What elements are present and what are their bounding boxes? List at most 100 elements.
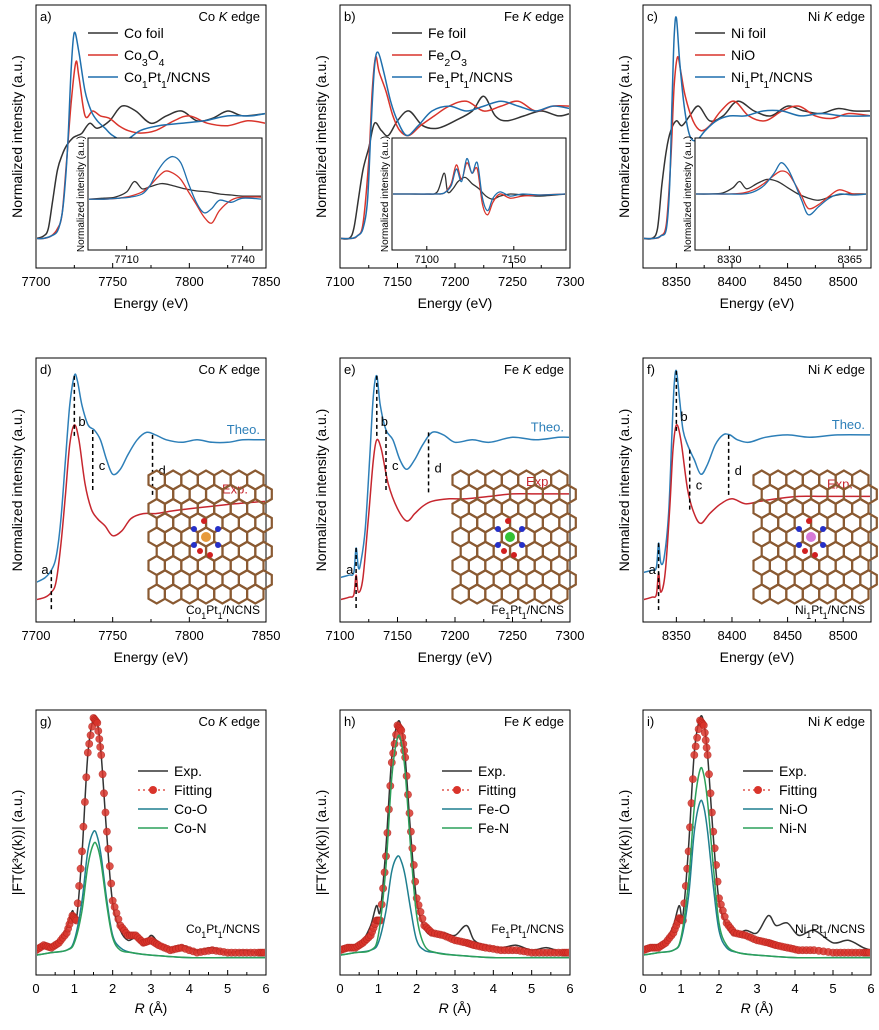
- subscript: 1: [201, 611, 206, 621]
- series-line-theo: [341, 374, 569, 579]
- edge-k: K: [219, 714, 229, 729]
- panel-d: 7700 7750 7800 7850 d) Co K edge Energy (eV) No…: [9, 357, 280, 665]
- x-tick-label: 0: [32, 981, 39, 996]
- x-axis-title: R (Å): [439, 1000, 472, 1016]
- panel-letter: b): [344, 9, 356, 24]
- x-tick-label: 7150: [383, 628, 412, 643]
- sample-label: Fe1Pt1/NCNS: [491, 922, 564, 940]
- x-tick-label: 7200: [441, 274, 470, 289]
- x-tick-label: 1: [71, 981, 78, 996]
- text-part: Ni: [731, 69, 744, 85]
- inset: 7710 7740 Normalized intensity (a.u.): [76, 136, 263, 266]
- series-line-blue: [37, 31, 265, 240]
- subscript: 1: [142, 79, 148, 91]
- theo-label: Theo.: [531, 419, 564, 434]
- axis-unit: (Å): [145, 1000, 168, 1016]
- fit-point: [699, 721, 708, 730]
- legend-entry: Co-O: [138, 801, 208, 817]
- plot-area: [644, 16, 870, 240]
- fit-point: [86, 731, 95, 740]
- inset-x-tick-label: 7740: [230, 254, 254, 266]
- inset-x-tick-label: 7710: [114, 254, 138, 266]
- legend-entry: Co-N: [138, 820, 207, 836]
- x-tick-label: 7250: [498, 628, 527, 643]
- legend-label: Exp.: [779, 763, 807, 779]
- subscript: 3: [461, 57, 467, 69]
- subscript: 1: [505, 611, 510, 621]
- text-part: Exp.: [478, 763, 506, 779]
- edge-label: Fe K edge: [504, 714, 564, 729]
- lattice-ring: [451, 583, 470, 605]
- panel-letter: c): [647, 9, 658, 24]
- metal-atom: [505, 532, 515, 542]
- fit-point: [689, 775, 697, 783]
- theo-label: Theo.: [227, 422, 260, 437]
- inset-x-tick-label: 7150: [502, 254, 526, 266]
- lattice-ring: [785, 583, 804, 605]
- legend-entry: Fitting: [442, 782, 516, 798]
- subscript: 1: [522, 930, 527, 940]
- oxygen-atom: [197, 548, 203, 554]
- lattice-ring: [549, 583, 569, 605]
- legend-entry: Exp.: [743, 763, 807, 779]
- edge-element: Ni: [808, 714, 824, 729]
- theo-label: Theo.: [832, 417, 865, 432]
- fit-point: [82, 773, 91, 782]
- text-part: /NCNS: [167, 69, 211, 85]
- lattice-ring: [752, 583, 772, 605]
- peak-label-c: c: [99, 458, 106, 473]
- text-part: Exp.: [174, 763, 202, 779]
- fit-point: [107, 879, 116, 888]
- legend-label: Fe2O3: [428, 47, 467, 69]
- x-tick-label: 7100: [326, 628, 355, 643]
- x-tick-label: 8350: [662, 628, 691, 643]
- x-tick-label: 2: [109, 981, 116, 996]
- edge-k: K: [824, 362, 834, 377]
- fit-point: [703, 751, 712, 759]
- text-part: Co-N: [174, 820, 207, 836]
- edge-k: K: [824, 714, 834, 729]
- metal-atom: [201, 532, 211, 542]
- panel-i: 0 1 2 3 4 5 6 i) Ni K edge R (Å) |FT(k³χ(k))| (a.u…: [616, 709, 875, 1016]
- plot-area: [37, 714, 265, 959]
- text-part: Ni foil: [731, 25, 766, 41]
- fit-point: [406, 827, 415, 836]
- inset-series-line: [393, 157, 565, 212]
- x-axis-title: R (Å): [741, 1000, 774, 1016]
- y-axis-title: Normalized intensity (a.u.): [616, 55, 632, 218]
- text-part: /NCNS: [527, 603, 564, 617]
- panel-h: 0 1 2 3 4 5 6 h) Fe K edge R (Å) |FT(k³χ(k))| (a.u…: [313, 709, 574, 1016]
- fit-point: [79, 822, 88, 831]
- x-tick-label: 1: [677, 981, 684, 996]
- text-part: Exp.: [779, 763, 807, 779]
- peak-label-d: d: [735, 463, 742, 478]
- edge-k: K: [523, 362, 533, 377]
- series-line-blue: [341, 51, 569, 240]
- lattice-ring: [484, 583, 503, 605]
- oxygen-atom: [812, 552, 818, 558]
- text-part: Co: [186, 603, 202, 617]
- lattice-ring: [850, 583, 870, 605]
- y-axis-title: |FT(k³χ(k))| (a.u.): [313, 790, 329, 896]
- inset: 7100 7150 Normalized intensity (a.u.): [380, 136, 567, 266]
- edge-label: Fe K edge: [504, 9, 564, 24]
- series-red-fit: [644, 716, 870, 957]
- edge-element: Ni: [808, 9, 824, 24]
- peak-label-c: c: [696, 478, 703, 493]
- fit-point: [76, 864, 85, 873]
- x-axis-title: R (Å): [135, 1000, 168, 1016]
- nitrogen-atom: [820, 542, 826, 548]
- text-part: Pt: [811, 603, 823, 617]
- text-part: Fitting: [174, 782, 212, 798]
- panel-letter: a): [40, 9, 52, 24]
- series-line-exp: [644, 423, 870, 601]
- axis-var: R: [135, 1000, 145, 1016]
- series-line-theo: [37, 373, 265, 583]
- x-axis-title: Energy (eV): [720, 649, 795, 665]
- lattice-ring: [213, 583, 232, 605]
- y-axis-title: Normalized intensity (a.u.): [616, 409, 632, 572]
- text-part: Ni: [795, 922, 806, 936]
- inset-series-line: [696, 162, 866, 216]
- lattice-ring: [180, 583, 199, 605]
